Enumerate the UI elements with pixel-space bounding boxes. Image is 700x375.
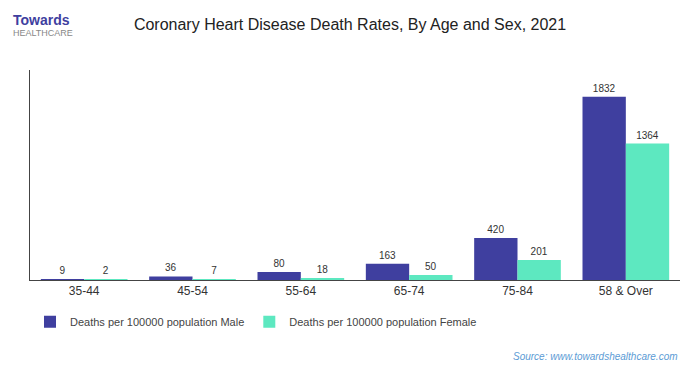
svg-text:2: 2	[103, 265, 109, 276]
svg-text:Coronary Heart Disease Death R: Coronary Heart Disease Death Rates, By A…	[134, 16, 566, 33]
svg-text:Deaths per 100000 population F: Deaths per 100000 population Female	[289, 316, 476, 328]
svg-text:7: 7	[211, 265, 217, 276]
svg-text:80: 80	[273, 258, 285, 269]
svg-text:201: 201	[531, 246, 548, 257]
svg-text:HEALTHCARE: HEALTHCARE	[13, 28, 73, 38]
svg-text:36: 36	[165, 262, 177, 273]
svg-text:Towards: Towards	[13, 12, 70, 28]
svg-text:65-74: 65-74	[394, 284, 425, 298]
svg-text:58 & Over: 58 & Over	[599, 284, 653, 298]
svg-text:Deaths per 100000 population M: Deaths per 100000 population Male	[70, 316, 244, 328]
svg-text:35-44: 35-44	[69, 284, 100, 298]
svg-text:Source: www.towardshealthcare.: Source: www.towardshealthcare.com	[513, 351, 678, 362]
svg-text:1364: 1364	[636, 130, 659, 141]
svg-text:50: 50	[425, 261, 437, 272]
svg-text:9: 9	[60, 265, 66, 276]
svg-text:55-64: 55-64	[285, 284, 316, 298]
svg-text:18: 18	[317, 264, 329, 275]
svg-text:163: 163	[379, 250, 396, 261]
svg-text:45-54: 45-54	[177, 284, 208, 298]
svg-text:1832: 1832	[593, 83, 616, 94]
svg-text:75-84: 75-84	[502, 284, 533, 298]
svg-text:420: 420	[487, 224, 504, 235]
